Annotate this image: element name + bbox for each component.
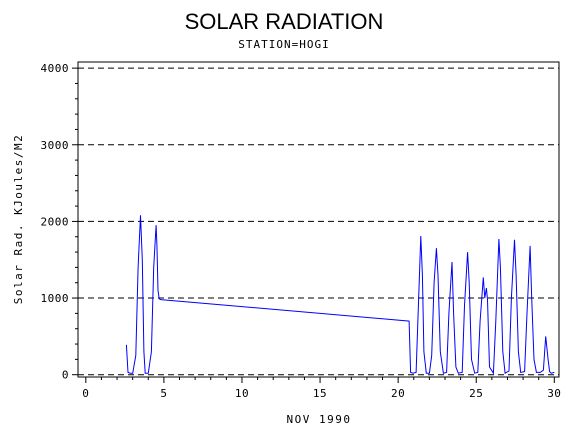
x-tick-label: 25 (469, 387, 483, 400)
data-series (125, 215, 555, 375)
x-tick-label: 5 (160, 387, 167, 400)
grid-lines (78, 67, 559, 376)
x-axis: 0 5 10 15 20 25 30 (82, 377, 561, 400)
x-tick-label: 0 (82, 387, 89, 400)
x-tick-label: 30 (547, 387, 561, 400)
plot-frame (77, 61, 560, 378)
y-axis-label: Solar Rad. KJoules/M2 (12, 134, 25, 305)
y-tick-label: 2000 (41, 215, 70, 228)
y-tick-label: 4000 (41, 62, 70, 75)
x-tick-label: 10 (235, 387, 249, 400)
y-tick-label: 3000 (41, 139, 70, 152)
x-tick-label: 20 (391, 387, 405, 400)
x-tick-label: 15 (313, 387, 327, 400)
x-axis-label: NOV 1990 (287, 413, 352, 426)
series-line (125, 215, 555, 375)
y-tick-label: 0 (62, 369, 69, 382)
chart-title: SOLAR RADIATION (185, 9, 384, 34)
y-axis: 0 1000 2000 3000 4000 (41, 62, 78, 382)
y-tick-label: 1000 (41, 292, 70, 305)
chart-subtitle: STATION=HOGI (238, 38, 329, 51)
